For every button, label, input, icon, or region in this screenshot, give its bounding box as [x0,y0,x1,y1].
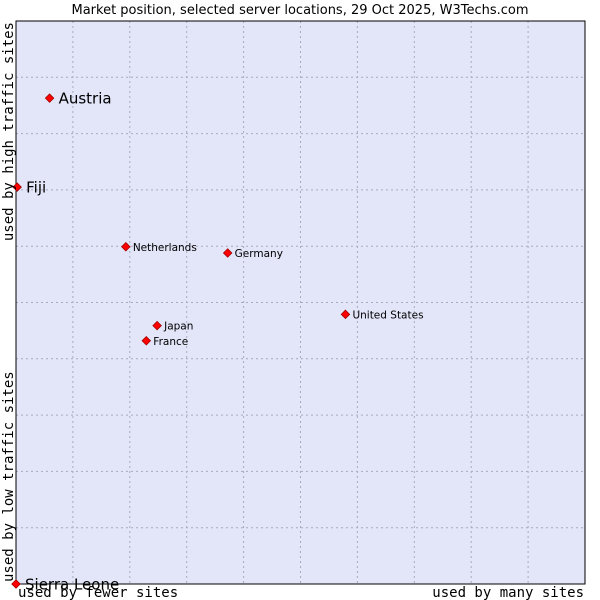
point-marker-fiji [12,182,22,192]
x-axis-label-right: used by many sites [432,585,584,600]
point-marker-sierra-leone [11,579,21,589]
point-label-austria: Austria [59,90,112,108]
point-label-united-states: United States [352,309,423,321]
y-axis-label-top: used by high traffic sites [1,22,17,241]
point-label-sierra-leone: Sierra Leone [25,576,119,594]
x-axis-label-left: used by fewer sites [18,585,178,600]
point-marker-france [141,336,152,346]
point-label-france: France [153,336,188,348]
data-points: Austria Fiji Netherlands Germany United Stat… [11,90,424,594]
point-marker-germany [222,248,233,258]
point-marker-austria [44,93,55,103]
point-marker-japan [152,320,162,331]
point-label-fiji: Fiji [26,179,46,197]
point-label-japan: Japan [163,321,193,333]
point-label-netherlands: Netherlands [133,242,197,254]
point-marker-united-states [340,309,351,320]
plot-border [15,20,586,585]
point-marker-netherlands [121,241,131,252]
point-label-germany: Germany [235,248,283,260]
grid-lines [16,21,585,584]
chart-title: Market position, selected server locatio… [71,3,528,18]
y-axis-label-bottom: used by low traffic sites [1,371,17,582]
